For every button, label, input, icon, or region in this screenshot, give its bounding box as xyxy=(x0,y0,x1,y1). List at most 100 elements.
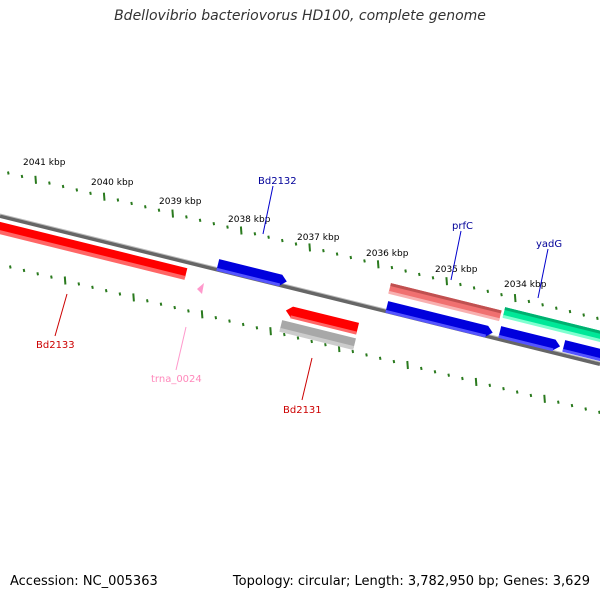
upper-tick-22 xyxy=(308,243,311,252)
lower-tick-13 xyxy=(187,309,190,313)
lower-tick-42 xyxy=(584,407,587,411)
scale-label-2041: 2041 kbp xyxy=(23,158,66,168)
lower-tick-28 xyxy=(392,359,396,364)
upper-tick-4 xyxy=(61,184,65,189)
lower-tick-26 xyxy=(365,353,368,357)
upper-tick-13 xyxy=(185,215,188,219)
lower-tick-25 xyxy=(351,349,355,354)
upper-tick-28 xyxy=(390,265,394,270)
lower-tick-7 xyxy=(104,289,108,293)
upper-tick-10 xyxy=(144,205,147,209)
upper-tick-19 xyxy=(267,235,270,239)
gene-gray-block[interactable] xyxy=(279,320,356,351)
upper-tick-40 xyxy=(555,306,558,310)
upper-tick-29 xyxy=(404,269,407,273)
upper-tick-0 xyxy=(7,171,10,175)
upper-tick-20 xyxy=(281,238,284,243)
upper-tick-37 xyxy=(513,294,517,303)
upper-tick-8 xyxy=(116,198,120,202)
label-bd2132: Bd2132 xyxy=(258,176,297,187)
upper-tick-39 xyxy=(541,303,544,307)
lower-tick-34 xyxy=(474,377,478,386)
lower-tick-41 xyxy=(570,403,574,408)
scale-label-2039: 2039 kbp xyxy=(159,197,202,207)
upper-tick-26 xyxy=(363,259,366,263)
upper-tick-2 xyxy=(34,175,37,184)
gene-prfc[interactable] xyxy=(388,283,502,322)
scale-label-2038: 2038 kbp xyxy=(228,215,271,225)
upper-tick-23 xyxy=(322,249,325,253)
upper-tick-11 xyxy=(157,208,161,212)
lower-tick-10 xyxy=(146,299,149,303)
leader-trna-0024 xyxy=(175,326,187,371)
gene-labels: Bd2132 prfC yadG Bd2133 trna_0024 Bd2131 xyxy=(36,176,562,416)
upper-tick-15 xyxy=(212,222,216,226)
gene-trna-0024[interactable] xyxy=(197,283,204,294)
gene-blue-1[interactable] xyxy=(385,301,494,339)
gene-tracks xyxy=(0,217,600,367)
upper-tick-30 xyxy=(418,272,421,277)
footer-summary: Topology: circular; Length: 3,782,950 bp… xyxy=(232,574,590,589)
gene-bd2131[interactable] xyxy=(284,305,360,335)
lower-tick-20 xyxy=(283,332,286,337)
upper-tick-3 xyxy=(48,181,51,185)
upper-tick-12 xyxy=(171,209,174,218)
upper-tick-38 xyxy=(527,299,531,304)
upper-tick-42 xyxy=(582,313,585,317)
lower-tick-3 xyxy=(50,275,53,279)
upper-tick-33 xyxy=(459,282,462,287)
scale-label-2040: 2040 kbp xyxy=(91,178,134,188)
scale-ticks-upper xyxy=(7,171,599,320)
upper-tick-6 xyxy=(89,191,92,195)
lower-tick-11 xyxy=(159,302,163,306)
label-bd2133: Bd2133 xyxy=(36,340,75,351)
label-leaders xyxy=(54,185,549,401)
upper-tick-24 xyxy=(335,252,339,256)
upper-tick-35 xyxy=(486,289,490,293)
lower-tick-21 xyxy=(296,336,300,340)
upper-tick-41 xyxy=(568,309,572,314)
scale-label-2036: 2036 kbp xyxy=(366,249,409,259)
gene-bd2133[interactable] xyxy=(0,217,188,280)
lower-tick-16 xyxy=(228,319,231,323)
scale-label-2037: 2037 kbp xyxy=(297,233,340,243)
label-bd2131: Bd2131 xyxy=(283,405,322,416)
gene-blue-3[interactable] xyxy=(562,340,600,367)
label-prfc: prfC xyxy=(452,221,473,232)
lower-tick-37 xyxy=(515,390,519,394)
upper-tick-18 xyxy=(253,232,257,236)
lower-tick-27 xyxy=(378,356,382,360)
upper-tick-27 xyxy=(376,260,380,269)
lower-tick-12 xyxy=(173,305,176,310)
gene-bd2132[interactable] xyxy=(216,259,288,288)
lower-tick-35 xyxy=(488,383,492,387)
lower-tick-22 xyxy=(310,339,313,344)
lower-tick-4 xyxy=(63,276,67,285)
upper-tick-5 xyxy=(75,188,79,192)
lower-tick-9 xyxy=(132,293,135,302)
upper-tick-36 xyxy=(500,293,503,297)
lower-tick-5 xyxy=(77,282,81,286)
lower-tick-32 xyxy=(447,373,450,377)
footer-accession: Accession: NC_005363 xyxy=(10,574,158,589)
scale-label-2035: 2035 kbp xyxy=(435,265,478,275)
gene-yadg[interactable] xyxy=(502,307,600,345)
gene-blue-2[interactable] xyxy=(498,326,561,353)
leader-prfc xyxy=(450,230,462,281)
upper-tick-43 xyxy=(596,316,599,320)
upper-tick-25 xyxy=(349,255,353,260)
upper-tick-34 xyxy=(472,286,476,290)
lower-tick-19 xyxy=(269,327,272,336)
lower-tick-23 xyxy=(324,343,327,347)
lower-tick-31 xyxy=(433,370,437,374)
lower-tick-36 xyxy=(502,387,505,391)
lower-tick-38 xyxy=(529,393,533,398)
page-title: Bdellovibrio bacteriovorus HD100, comple… xyxy=(114,8,486,24)
lower-tick-40 xyxy=(557,400,560,404)
lower-tick-39 xyxy=(543,394,546,403)
upper-tick-14 xyxy=(198,218,202,222)
label-trna-0024: trna_0024 xyxy=(151,374,202,385)
upper-tick-16 xyxy=(226,225,229,229)
leader-yadg xyxy=(537,248,549,299)
